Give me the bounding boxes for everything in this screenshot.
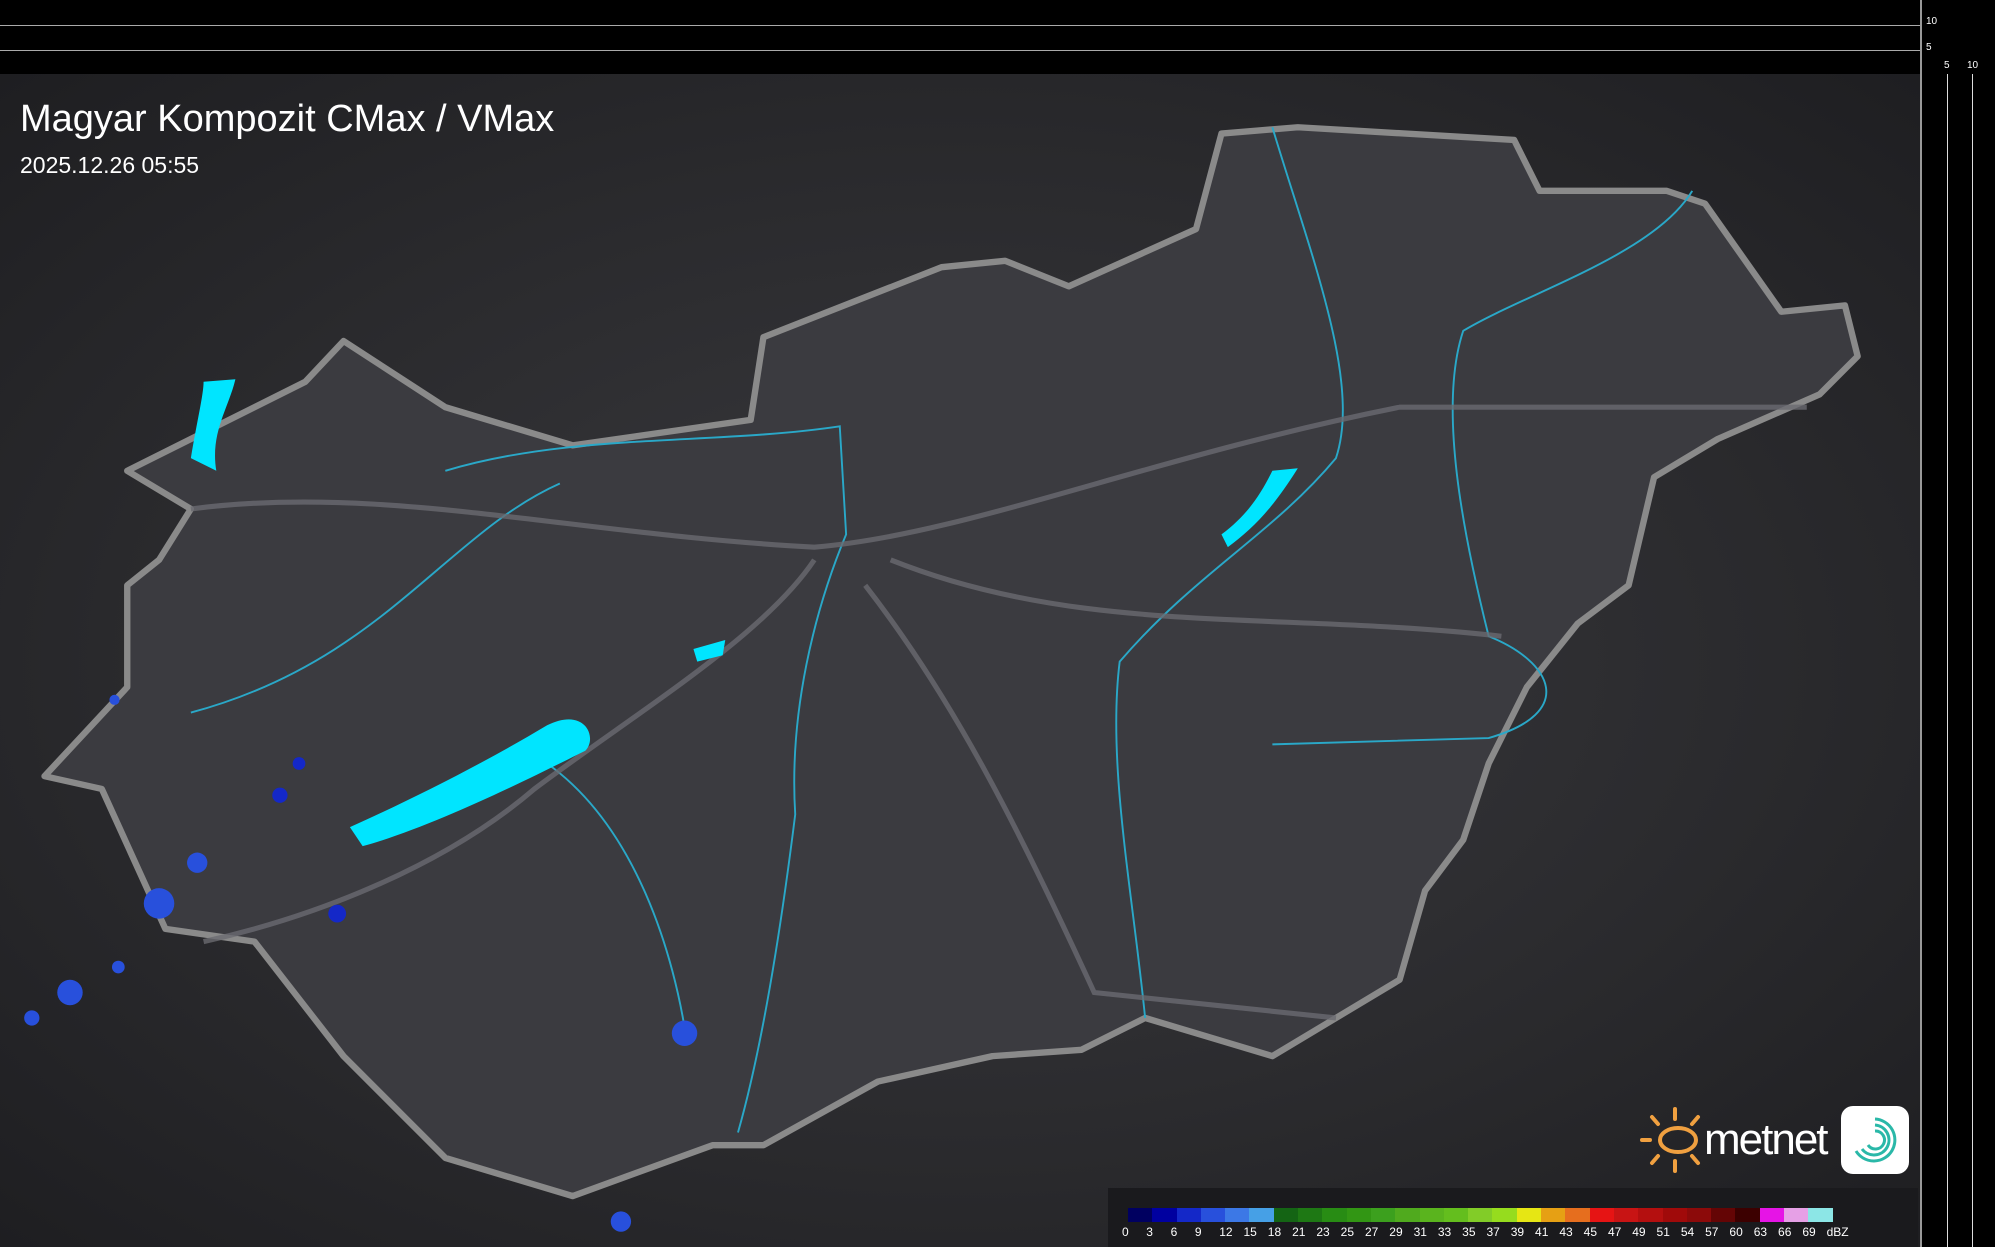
legend-swatch xyxy=(1759,1208,1785,1222)
map-timestamp: 2025.12.26 05:55 xyxy=(20,152,200,178)
legend-label: 31 xyxy=(1413,1225,1427,1239)
legend-swatch xyxy=(1565,1208,1590,1222)
legend-label: 35 xyxy=(1462,1225,1476,1239)
legend-label: 41 xyxy=(1535,1225,1549,1239)
legend-swatch xyxy=(1711,1208,1736,1222)
legend-swatch xyxy=(1322,1208,1347,1222)
lake-balaton xyxy=(349,719,591,847)
legend-swatch xyxy=(1395,1208,1420,1222)
legend-label: 29 xyxy=(1389,1225,1403,1239)
legend-label: 69 xyxy=(1802,1225,1816,1239)
legend-label: 6 xyxy=(1170,1225,1178,1239)
dbz-legend: 0 3 6 9 12 15 18 21 23 25 27 29 31 33 35 37 39 41 43 45 47 49… xyxy=(1108,1188,1918,1247)
legend-label: 51 xyxy=(1656,1225,1670,1239)
legend-unit: dBZ xyxy=(1826,1225,1849,1239)
legend-label: 18 xyxy=(1267,1225,1282,1239)
map-title: Magyar Kompozit CMax / VMax xyxy=(20,98,555,140)
legend-label: 43 xyxy=(1559,1225,1573,1239)
brand-name: metnet xyxy=(1704,1115,1829,1164)
legend-swatch xyxy=(1492,1208,1517,1222)
right-profile-panel: 10 5 5 10 xyxy=(1920,0,1995,1247)
legend-swatch xyxy=(1541,1208,1566,1222)
legend-swatch xyxy=(1128,1208,1153,1222)
legend-label: 23 xyxy=(1316,1225,1330,1239)
lake-velence xyxy=(693,640,726,662)
legend-label: 57 xyxy=(1705,1225,1719,1239)
legend-label: 60 xyxy=(1729,1225,1743,1239)
tick-label: 5 xyxy=(1926,42,1932,53)
legend-swatch xyxy=(1176,1208,1201,1222)
profile-gridline xyxy=(0,50,1920,51)
profile-gridline xyxy=(1972,74,1973,1247)
legend-swatch xyxy=(1589,1208,1614,1222)
legend-swatch xyxy=(1346,1208,1371,1222)
legend-label: 63 xyxy=(1753,1225,1768,1239)
app-logo-icon xyxy=(1840,1106,1909,1174)
legend-label: 0 xyxy=(1122,1225,1129,1239)
legend-label: 33 xyxy=(1437,1225,1452,1239)
legend-swatch xyxy=(1638,1208,1663,1222)
legend-swatch xyxy=(1808,1208,1833,1222)
legend-label: 66 xyxy=(1778,1225,1792,1239)
hungary-border xyxy=(41,124,1861,1200)
tick-label: 5 xyxy=(1944,60,1950,71)
profile-gridline xyxy=(1947,74,1948,1247)
legend-label: 9 xyxy=(1194,1225,1202,1239)
map-overlay xyxy=(24,124,1861,1232)
legend-color-bar xyxy=(1128,1208,1833,1222)
legend-swatch xyxy=(1468,1208,1493,1222)
legend-swatch xyxy=(1613,1208,1639,1222)
legend-label: 37 xyxy=(1486,1225,1500,1239)
sun-logo-icon xyxy=(1640,1107,1700,1173)
profile-gridline xyxy=(0,25,1920,26)
legend-label: 39 xyxy=(1510,1225,1525,1239)
legend-label: 54 xyxy=(1680,1225,1695,1239)
legend-swatch xyxy=(1273,1208,1299,1222)
legend-swatch xyxy=(1419,1208,1444,1222)
legend-label: 12 xyxy=(1219,1225,1233,1239)
legend-label: 47 xyxy=(1607,1225,1622,1239)
legend-swatch xyxy=(1686,1208,1712,1222)
lakes xyxy=(190,379,1298,847)
tick-label: 10 xyxy=(1926,16,1938,27)
top-profile-strip xyxy=(0,0,1920,74)
legend-label: 15 xyxy=(1243,1225,1257,1239)
legend-label: 49 xyxy=(1632,1225,1646,1239)
legend-swatch xyxy=(1152,1208,1177,1222)
legend-swatch xyxy=(1370,1208,1396,1222)
legend-label: 25 xyxy=(1340,1225,1355,1239)
legend-swatch xyxy=(1298,1208,1323,1222)
legend-label: 27 xyxy=(1364,1225,1379,1239)
legend-labels: 0 3 6 9 12 15 18 21 23 25 27 29 31 33 35 37 39 41 43 45 47 49… xyxy=(1122,1225,1851,1239)
radar-echoes xyxy=(24,694,698,1232)
legend-label: 21 xyxy=(1292,1225,1306,1239)
rivers xyxy=(190,126,1694,1133)
lake-ferto xyxy=(190,379,236,471)
legend-swatch xyxy=(1443,1208,1469,1222)
legend-label: 45 xyxy=(1583,1225,1597,1239)
legend-swatch xyxy=(1225,1208,1250,1222)
legend-swatch xyxy=(1249,1208,1274,1222)
metnet-logo: metnet xyxy=(1640,1105,1909,1175)
legend-swatch xyxy=(1200,1208,1226,1222)
legend-swatch xyxy=(1735,1208,1760,1222)
tick-label: 10 xyxy=(1967,60,1979,71)
roads xyxy=(190,404,1807,1021)
lake-tisza xyxy=(1221,468,1298,548)
legend-swatch xyxy=(1784,1208,1809,1222)
legend-swatch xyxy=(1516,1208,1542,1222)
legend-label: 3 xyxy=(1146,1225,1153,1239)
legend-swatch xyxy=(1662,1208,1687,1222)
